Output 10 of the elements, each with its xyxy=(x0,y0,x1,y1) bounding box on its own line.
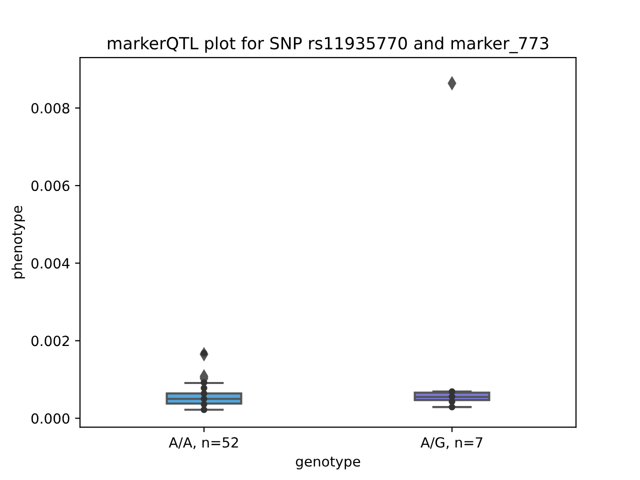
y-tick-label: 0.006 xyxy=(31,180,70,192)
x-axis-title: genotype xyxy=(296,456,360,470)
y-tick-label: 0.002 xyxy=(31,336,69,346)
y-axis-title: phenotype xyxy=(12,206,25,278)
y-tick-label: 0.008 xyxy=(31,102,70,114)
y-tick-label: 0.000 xyxy=(31,413,70,424)
y-tick-label: 0.004 xyxy=(31,258,70,269)
chart-title: markerQTL plot for SNP rs11935770 and marker_773 xyxy=(108,36,548,54)
x-tick-label: A/G, n=7 xyxy=(420,437,482,450)
x-tick-label: A/A, n=52 xyxy=(168,437,238,450)
